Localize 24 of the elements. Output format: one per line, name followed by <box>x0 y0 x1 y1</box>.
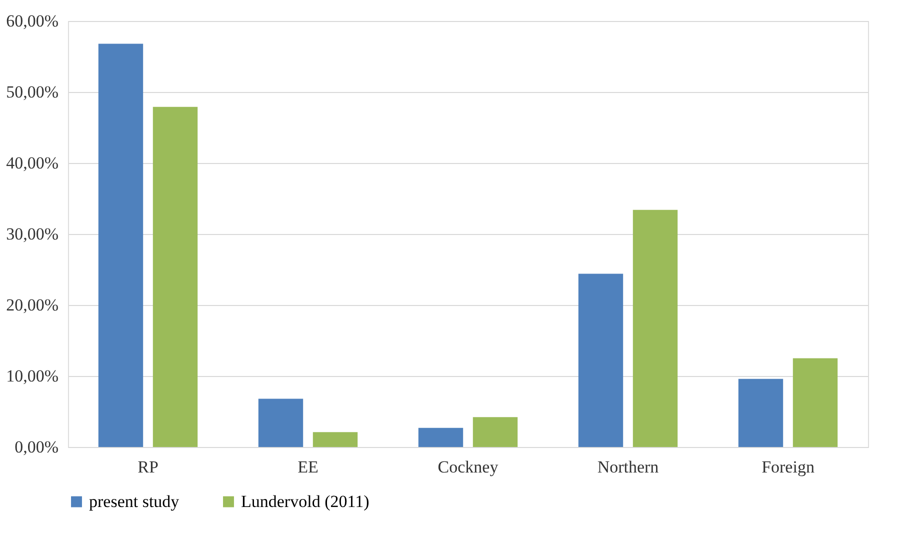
bar <box>632 210 678 447</box>
x-tick-label: RP <box>138 458 158 476</box>
y-tick-label: 50,00% <box>6 82 58 102</box>
bar <box>418 428 464 447</box>
y-tick-label: 20,00% <box>6 296 58 314</box>
bar <box>738 378 784 447</box>
bar <box>98 44 144 447</box>
y-tick-label: 40,00% <box>6 154 58 172</box>
x-tick-label: EE <box>298 458 318 476</box>
x-tick-label: Foreign <box>762 458 815 476</box>
bar <box>152 106 198 447</box>
bar <box>578 274 624 447</box>
bar <box>792 358 838 447</box>
legend-label: Lundervold (2011) <box>241 492 370 511</box>
bar <box>258 398 304 447</box>
x-tick-label: Cockney <box>438 458 499 476</box>
bar <box>312 432 358 447</box>
y-tick-label: 0,00% <box>14 438 58 456</box>
bar <box>472 417 518 447</box>
legend-label: present study <box>89 492 180 511</box>
y-tick-label: 30,00% <box>6 224 58 244</box>
y-tick-label: 10,00% <box>6 366 58 386</box>
x-tick-label: Northern <box>597 458 660 476</box>
y-tick-label: 60,00% <box>6 12 58 30</box>
